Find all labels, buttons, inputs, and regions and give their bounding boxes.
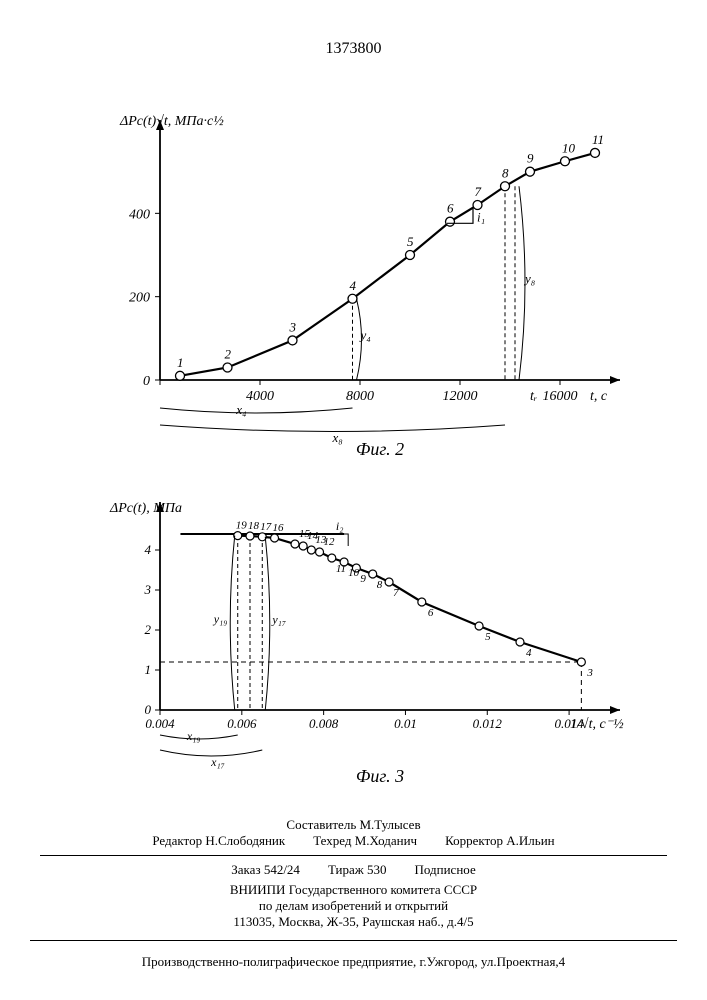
compiler-name: М.Тулысев	[360, 817, 421, 832]
svg-text:4: 4	[526, 647, 532, 659]
svg-text:200: 200	[129, 291, 150, 306]
figure-2: 4000 8000 12000 16000 0 200 400 ΔPc(t)√t, МПа·с…	[90, 100, 630, 460]
svg-text:18: 18	[248, 520, 260, 532]
svg-text:5: 5	[485, 631, 491, 643]
svg-text:0: 0	[145, 702, 152, 717]
svg-text:9: 9	[360, 573, 366, 585]
svg-text:y₁₉: y₁₉	[213, 612, 228, 626]
svg-text:tᵣ: tᵣ	[530, 389, 537, 404]
svg-text:1: 1	[177, 355, 184, 370]
svg-text:x₁₇: x₁₇	[210, 755, 225, 769]
figure-3: 0.0040.0060.0080.010.0120.01401234ΔPc(t)…	[90, 490, 630, 790]
svg-text:Фиг. 3: Фиг. 3	[356, 766, 404, 786]
techred: Техред М.Ходанич	[313, 833, 417, 849]
doc-number: 1373800	[0, 40, 707, 58]
svg-text:1: 1	[145, 662, 152, 677]
svg-text:x₁₉: x₁₉	[186, 729, 201, 743]
svg-text:16000: 16000	[543, 389, 578, 404]
svg-text:400: 400	[129, 207, 150, 222]
svg-text:3: 3	[144, 582, 152, 597]
svg-text:17: 17	[260, 521, 272, 533]
svg-text:8: 8	[377, 579, 383, 591]
svg-text:3: 3	[586, 667, 593, 679]
svg-text:4: 4	[145, 542, 152, 557]
svg-text:i₂: i₂	[336, 519, 344, 533]
svg-text:10: 10	[562, 140, 576, 155]
svg-text:t, c: t, c	[590, 389, 608, 404]
compiler-line: Составитель М.Тулысев	[0, 817, 707, 833]
svg-text:0.006: 0.006	[227, 716, 257, 731]
svg-text:0.01: 0.01	[394, 716, 417, 731]
svg-text:Фиг. 2: Фиг. 2	[356, 439, 404, 459]
svg-text:4: 4	[350, 278, 357, 293]
svg-text:7: 7	[475, 184, 482, 199]
svg-text:11: 11	[336, 563, 346, 575]
org2: по делам изобретений и открытий	[0, 898, 707, 914]
editor: Редактор Н.Слободяник	[152, 833, 285, 849]
divider-1	[40, 855, 667, 856]
tirage: Тираж 530	[328, 862, 387, 878]
names-row: Редактор Н.Слободяник Техред М.Ходанич К…	[0, 833, 707, 849]
bottom-line: Производственно-полиграфическое предприя…	[0, 954, 707, 970]
svg-text:0: 0	[143, 374, 150, 389]
svg-text:1/√t, c⁻½: 1/√t, c⁻½	[570, 717, 624, 732]
svg-text:8000: 8000	[346, 389, 374, 404]
svg-text:7: 7	[393, 587, 399, 599]
svg-text:12000: 12000	[443, 389, 478, 404]
corrector: Корректор А.Ильин	[445, 833, 555, 849]
org1: ВНИИПИ Государственного комитета СССР	[0, 882, 707, 898]
svg-text:x₄: x₄	[235, 402, 247, 417]
svg-text:9: 9	[527, 151, 534, 166]
compiler-label: Составитель	[286, 817, 356, 832]
svg-text:6: 6	[447, 201, 454, 216]
order-row: Заказ 542/24 Тираж 530 Подписное	[0, 862, 707, 878]
svg-text:0.012: 0.012	[473, 716, 503, 731]
svg-text:5: 5	[407, 234, 414, 249]
svg-text:4000: 4000	[246, 389, 274, 404]
svg-text:15: 15	[299, 528, 311, 540]
svg-text:0.004: 0.004	[145, 716, 175, 731]
order: Заказ 542/24	[231, 862, 300, 878]
svg-text:2: 2	[145, 622, 152, 637]
svg-text:16: 16	[273, 522, 285, 534]
footer-block: Составитель М.Тулысев Редактор Н.Слободя…	[0, 817, 707, 930]
subscription: Подписное	[415, 862, 476, 878]
address: 113035, Москва, Ж-35, Раушская наб., д.4…	[0, 914, 707, 930]
svg-text:11: 11	[592, 132, 604, 147]
svg-text:3: 3	[289, 319, 297, 334]
svg-text:0.008: 0.008	[309, 716, 339, 731]
divider-2	[30, 940, 677, 941]
svg-text:ΔPc(t)√t, МПа·с½: ΔPc(t)√t, МПа·с½	[119, 114, 224, 129]
svg-text:i₁: i₁	[477, 209, 485, 224]
svg-text:ΔPc(t), МПа: ΔPc(t), МПа	[109, 501, 182, 516]
svg-text:10: 10	[348, 567, 360, 579]
svg-text:8: 8	[502, 165, 509, 180]
svg-text:19: 19	[236, 520, 248, 532]
svg-text:y₁₇: y₁₇	[271, 612, 286, 626]
svg-text:y₄: y₄	[359, 327, 372, 342]
svg-text:6: 6	[428, 607, 434, 619]
svg-text:2: 2	[225, 347, 232, 362]
svg-text:x₈: x₈	[332, 430, 344, 445]
